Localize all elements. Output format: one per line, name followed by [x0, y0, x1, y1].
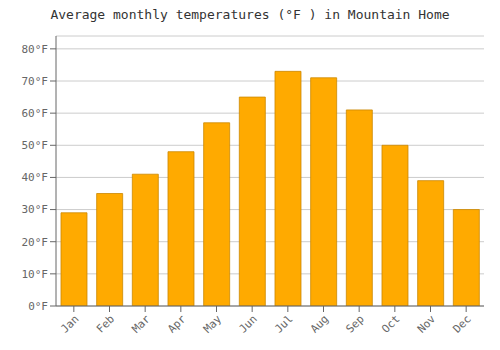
svg-text:Apr: Apr [165, 312, 189, 336]
svg-text:20°F: 20°F [22, 236, 49, 249]
svg-text:80°F: 80°F [22, 43, 49, 56]
svg-text:10°F: 10°F [22, 268, 49, 281]
svg-text:70°F: 70°F [22, 75, 49, 88]
svg-text:Jun: Jun [237, 312, 260, 335]
html-text:Average monthly temperatures (: Average monthly temperatures (°F ) in Mo… [50, 7, 450, 22]
svg-text:30°F: 30°F [22, 203, 49, 216]
svg-text:Jul: Jul [272, 312, 295, 335]
svg-text:Oct: Oct [379, 312, 402, 335]
svg-text:Dec: Dec [451, 312, 474, 335]
svg-text:Sep: Sep [344, 312, 367, 335]
svg-text:0°F: 0°F [28, 300, 48, 313]
svg-text:40°F: 40°F [22, 171, 49, 184]
svg-text:Jan: Jan [58, 312, 81, 335]
svg-text:Aug: Aug [308, 312, 331, 335]
svg-text:50°F: 50°F [22, 139, 49, 152]
svg-text:May: May [201, 312, 225, 336]
svg-text:Nov: Nov [415, 312, 439, 336]
svg-text:60°F: 60°F [22, 107, 49, 120]
svg-text:Mar: Mar [130, 312, 154, 336]
svg-text:Feb: Feb [94, 312, 117, 335]
